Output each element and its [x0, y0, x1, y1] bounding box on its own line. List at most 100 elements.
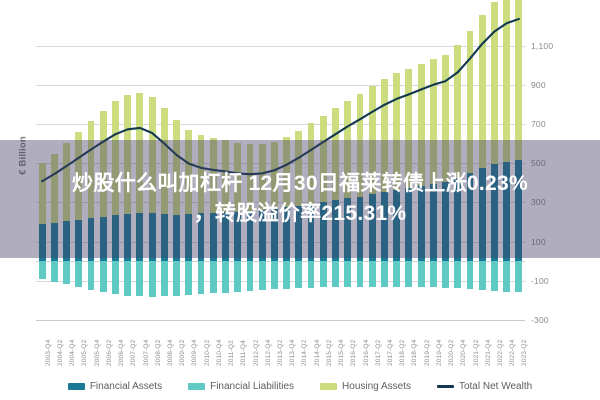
bar-financial-liabilities — [50, 261, 58, 282]
bar-financial-assets — [405, 188, 413, 262]
bar-financial-liabilities — [429, 261, 437, 288]
bar-housing-assets — [344, 100, 352, 199]
bar-financial-liabilities — [319, 261, 327, 288]
bar-financial-liabilities — [148, 261, 156, 297]
x-axis-tick-label: 2012-Q4 — [264, 339, 272, 366]
bar-financial-assets — [50, 222, 58, 262]
bar-financial-assets — [246, 211, 254, 262]
bar-financial-assets — [270, 208, 278, 262]
bar-financial-assets — [344, 198, 352, 262]
bar-financial-liabilities — [124, 261, 132, 296]
x-axis-baseline — [36, 320, 525, 321]
x-axis-tick-label: 2012-Q2 — [252, 339, 260, 366]
x-axis-ticks: 2003-Q4 2004-Q2 2004-Q4 2005-Q2 2005-Q4 2006-… — [36, 322, 529, 368]
y-axis-tick-label: 100 — [531, 236, 546, 247]
bar-financial-assets — [442, 182, 449, 262]
bar-financial-assets — [454, 178, 462, 262]
bar-housing-assets — [246, 144, 254, 211]
bar-financial-liabilities — [466, 261, 474, 290]
bar-housing-assets — [283, 137, 291, 208]
bar-housing-assets — [258, 144, 266, 210]
bar-financial-assets — [136, 212, 144, 262]
x-axis-tick-label: 2005-Q2 — [81, 339, 89, 366]
legend-item[interactable]: Housing Assets — [320, 381, 411, 392]
bar-housing-assets — [99, 110, 107, 217]
x-axis-tick-label: 2021-Q4 — [484, 339, 492, 366]
bar-financial-assets — [466, 172, 474, 262]
bar-series-group — [36, 0, 525, 320]
legend-label: Financial Liabilities — [210, 381, 295, 392]
y-axis-tick-label: 1,100 — [531, 40, 554, 51]
bar-financial-assets — [75, 219, 83, 262]
y-axis-tick-label: 900 — [531, 79, 546, 90]
bar-financial-liabilities — [295, 261, 303, 289]
bar-financial-assets — [160, 214, 168, 262]
x-axis-tick-label: 2020-Q2 — [448, 339, 456, 366]
x-axis-tick-label: 2006-Q4 — [118, 339, 126, 366]
bar-financial-liabilities — [417, 261, 425, 288]
x-axis-tick-label: 2019-Q4 — [435, 339, 443, 366]
bar-housing-assets — [136, 92, 144, 213]
bar-housing-assets — [380, 79, 388, 192]
bar-financial-liabilities — [283, 261, 291, 289]
legend-item[interactable]: Financial Liabilities — [188, 381, 294, 392]
bar-housing-assets — [112, 101, 119, 215]
bar-housing-assets — [295, 130, 303, 206]
x-axis-tick-label: 2014-Q2 — [301, 339, 309, 366]
bar-housing-assets — [197, 134, 205, 214]
bar-financial-assets — [148, 212, 156, 262]
bar-financial-liabilities — [87, 261, 95, 290]
overlay-text-banner: 炒股什么叫加杠杆 12月30日福莱转债上涨0.23% ，转股溢价率215.31% — [0, 140, 600, 258]
bar-financial-liabilities — [454, 261, 462, 289]
bar-financial-assets — [112, 214, 119, 262]
bar-financial-assets — [197, 213, 205, 262]
legend-swatch-icon — [67, 383, 85, 390]
bar-housing-assets — [478, 15, 486, 168]
bar-financial-liabilities — [380, 261, 388, 287]
bar-financial-liabilities — [356, 261, 364, 287]
bar-housing-assets — [417, 63, 425, 187]
x-axis-tick-label: 2014-Q4 — [313, 339, 321, 366]
x-axis-tick-label: 2008-Q4 — [166, 339, 174, 366]
bar-financial-liabilities — [99, 261, 107, 293]
bar-housing-assets — [75, 131, 83, 220]
x-axis-tick-label: 2010-Q4 — [215, 339, 223, 366]
gridline — [36, 241, 525, 243]
bar-financial-liabilities — [258, 261, 266, 291]
bar-housing-assets — [209, 137, 217, 213]
legend-item[interactable]: Total Net Wealth — [436, 381, 532, 392]
bar-financial-liabilities — [368, 261, 376, 287]
bar-financial-assets — [258, 209, 266, 262]
bar-financial-liabilities — [185, 261, 193, 295]
legend-swatch-icon — [436, 385, 454, 388]
x-axis-tick-label: 2013-Q2 — [276, 339, 284, 366]
bar-financial-liabilities — [442, 261, 449, 288]
bar-housing-assets — [319, 115, 327, 203]
legend-swatch-icon — [188, 383, 206, 390]
bar-housing-assets — [222, 140, 229, 213]
net-wealth-line-path — [41, 17, 520, 183]
zero-line — [36, 261, 525, 263]
bar-financial-liabilities — [478, 261, 486, 290]
x-axis-tick-label: 2009-Q2 — [179, 339, 187, 366]
bar-financial-liabilities — [246, 261, 254, 291]
bar-financial-assets — [222, 212, 229, 262]
legend-item[interactable]: Financial Assets — [67, 381, 162, 392]
x-axis-tick-label: 2017-Q4 — [387, 339, 394, 366]
bar-housing-assets — [466, 30, 474, 173]
x-axis-tick-label: 2005-Q4 — [93, 339, 101, 366]
x-axis-tick-label: 2004-Q2 — [56, 339, 64, 366]
bar-housing-assets — [185, 129, 193, 215]
bar-housing-assets — [234, 142, 242, 212]
bar-housing-assets — [405, 68, 413, 189]
gridline — [36, 84, 525, 86]
bar-financial-liabilities — [405, 261, 413, 287]
bar-financial-liabilities — [307, 261, 315, 288]
bar-financial-liabilities — [515, 261, 523, 293]
bar-financial-liabilities — [332, 261, 339, 288]
bar-housing-assets — [87, 120, 95, 219]
bar-financial-assets — [87, 218, 95, 262]
bar-financial-assets — [393, 189, 401, 262]
bar-financial-assets — [368, 194, 376, 262]
x-axis-tick-label: 2015-Q4 — [338, 339, 346, 366]
